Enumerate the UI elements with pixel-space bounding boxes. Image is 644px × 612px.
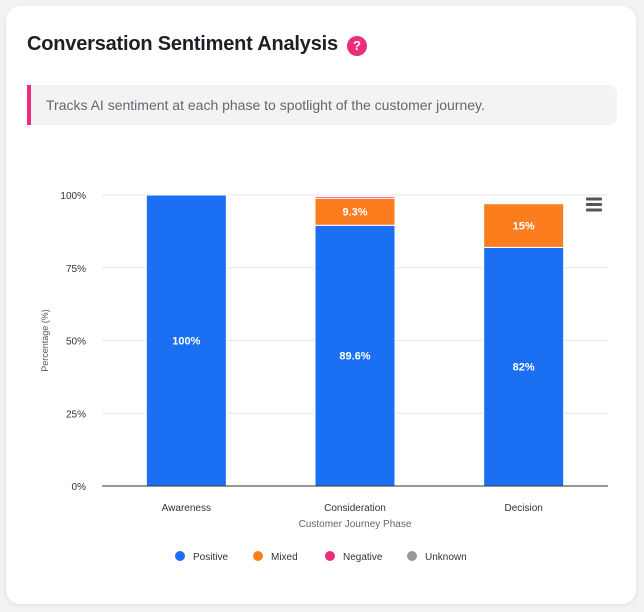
bar-mixed-consideration[interactable] [314,197,396,226]
x-tick-label: Awareness [162,503,211,514]
legend-marker-unknown[interactable] [407,551,417,561]
description-callout: Tracks AI sentiment at each phase to spo… [27,85,617,125]
card-title: Conversation Sentiment Analysis [27,32,338,55]
y-tick-label: 25% [66,409,86,420]
legend-marker-mixed[interactable] [253,551,263,561]
data-label: 100% [172,336,200,348]
bar-positive-awareness[interactable] [145,194,227,487]
legend-marker-positive[interactable] [175,551,185,561]
y-tick-label: 75% [66,264,86,275]
question-circle-icon[interactable]: ? [346,36,367,56]
bar-positive-decision[interactable] [483,246,565,487]
bar-positive-consideration[interactable] [314,224,396,487]
y-tick-label: 50% [66,337,86,348]
x-axis-title: Customer Journey Phase [299,519,412,530]
data-label: 9.3% [342,207,367,219]
legend-label-unknown: Unknown [425,552,467,563]
data-label: 15% [513,221,535,233]
x-tick-label: Decision [504,503,542,514]
bar-negative-consideration[interactable] [314,195,396,199]
y-tick-label: 0% [72,482,87,493]
y-axis-title: Percentage (%) [40,309,50,372]
bar-mixed-decision[interactable] [483,203,565,248]
legend-label-mixed: Mixed [271,552,298,563]
x-tick-label: Consideration [324,503,386,514]
legend-label-positive: Positive [193,552,228,563]
data-label: 89.6% [339,351,370,363]
data-label: 82% [513,362,535,374]
title-row: Conversation Sentiment Analysis ? [27,32,367,56]
legend-label-negative: Negative [343,552,383,563]
y-tick-label: 100% [60,191,86,202]
hamburger-menu-icon[interactable] [586,197,602,212]
legend-marker-negative[interactable] [325,551,335,561]
